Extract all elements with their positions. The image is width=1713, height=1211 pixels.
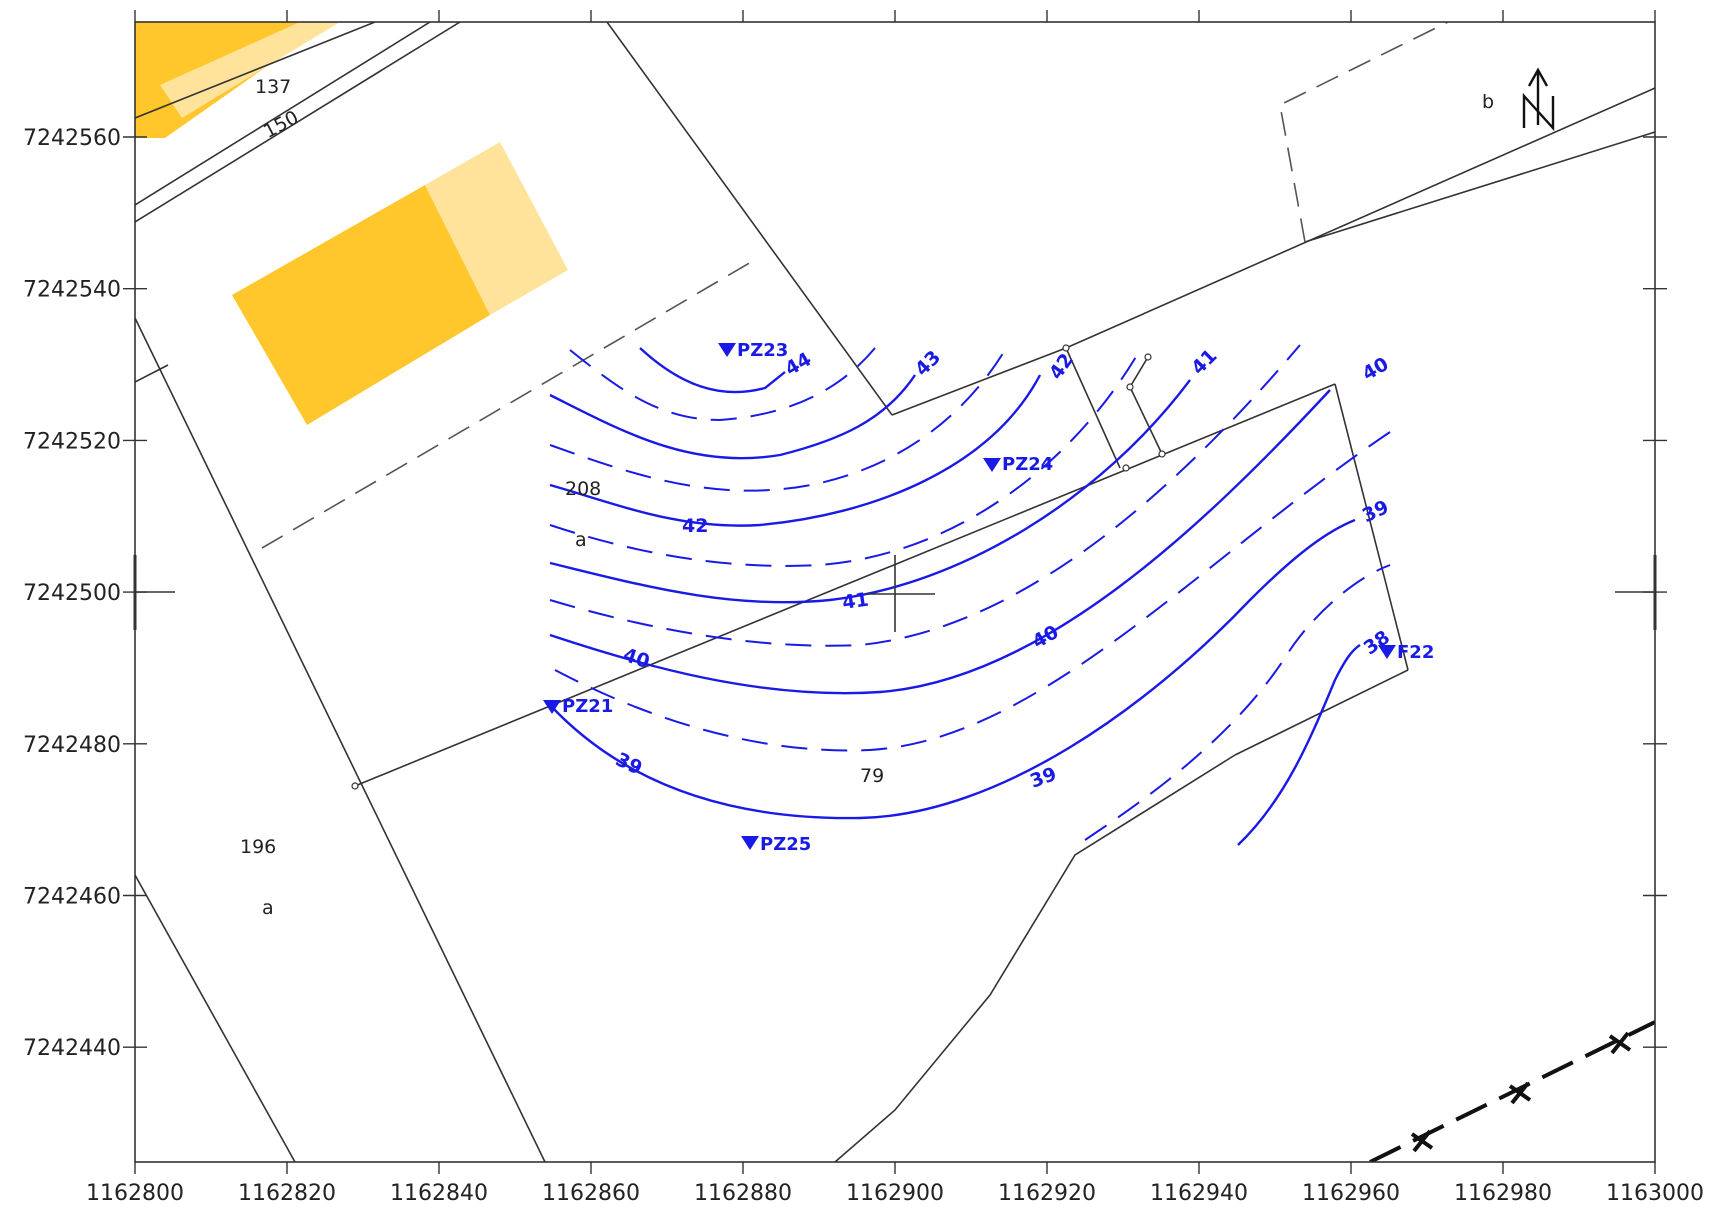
contour-39 [549, 518, 1356, 820]
frame-crosshairs [133, 555, 1657, 630]
parcel-label-b: b [1482, 91, 1494, 113]
y-tick-label: 7242460 [23, 885, 121, 910]
dashed-boundaries [261, 22, 1449, 549]
y-tick-label: 7242500 [23, 581, 121, 606]
contour-label-40-middle: 40 [1029, 621, 1063, 653]
contour-42 [549, 374, 1042, 527]
x-tick-label: 1162920 [998, 1181, 1096, 1206]
contour-label-40-upper: 40 [1359, 353, 1393, 385]
contour-43 [549, 374, 916, 460]
contour-44 [639, 347, 786, 394]
contour-label-40-lower: 40 [620, 644, 652, 673]
well-label-pz23: PZ23 [737, 340, 788, 361]
parcel-label-196-a: a [262, 897, 274, 919]
building-light [425, 142, 568, 315]
parcel-lines [135, 22, 1655, 1162]
parcel-label-137: 137 [255, 76, 291, 98]
parcel-label-208: 208 [565, 478, 601, 500]
pz21-marker [543, 700, 561, 714]
building-dark [232, 185, 490, 425]
parcel-label-196: 196 [240, 836, 276, 858]
contour-38 [1237, 643, 1361, 846]
contour-lines-solid [549, 347, 1361, 846]
f22-marker [1378, 645, 1396, 659]
y-tick-label: 7242480 [23, 733, 121, 758]
x-tick-label: 1162840 [390, 1181, 488, 1206]
contour-label-42-lower: 42 [682, 515, 708, 537]
x-axis: 1162800 1162820 1162840 1162860 1162880 11629… [86, 10, 1704, 1206]
center-crosshair [865, 555, 935, 632]
parcel-nodes [351, 344, 1166, 790]
y-tick-label: 7242540 [23, 278, 121, 303]
x-tick-label: 1162800 [86, 1181, 184, 1206]
contour-label-39-right: 39 [1359, 496, 1392, 527]
x-tick-label: 1162960 [1302, 1181, 1400, 1206]
x-tick-label: 1162900 [846, 1181, 944, 1206]
north-arrow-icon [1522, 67, 1555, 132]
y-tick-label: 7242560 [23, 126, 121, 151]
contour-lines-dashed [549, 344, 1391, 841]
railway-line [1369, 1020, 1655, 1162]
well-label-f22: F22 [1397, 642, 1434, 663]
contour-label-41-upper: 41 [1187, 345, 1221, 379]
contour-label-39-left: 39 [612, 748, 645, 779]
x-tick-label: 1162860 [542, 1181, 640, 1206]
x-tick-label: 1162980 [1454, 1181, 1552, 1206]
contour-label-41-lower: 41 [841, 589, 870, 614]
well-label-pz21: PZ21 [562, 696, 613, 717]
well-label-pz24: PZ24 [1002, 454, 1053, 475]
parcel-label-208-a: a [575, 529, 587, 551]
parcel-label-79: 79 [860, 765, 884, 787]
pz24-marker [983, 458, 1001, 472]
building-top-left-light [160, 22, 340, 118]
parcel-label-150: 150 [260, 106, 302, 142]
x-tick-label: 1162820 [238, 1181, 336, 1206]
contour-label-43: 43 [911, 346, 945, 380]
pz25-marker [741, 836, 759, 850]
x-tick-label: 1162880 [694, 1181, 792, 1206]
well-label-pz25: PZ25 [760, 834, 811, 855]
map-content: 137 150 208 a 79 196 a b PZ23 PZ24 PZ21 … [135, 22, 1655, 1162]
x-tick-label: 1163000 [1606, 1181, 1704, 1206]
y-tick-label: 7242520 [23, 429, 121, 454]
x-tick-label: 1162940 [1150, 1181, 1248, 1206]
y-tick-label: 7242440 [23, 1036, 121, 1061]
contour-41 [549, 379, 1191, 604]
pz23-marker [718, 343, 736, 357]
well-markers [543, 343, 1396, 850]
contour-40 [549, 389, 1331, 695]
